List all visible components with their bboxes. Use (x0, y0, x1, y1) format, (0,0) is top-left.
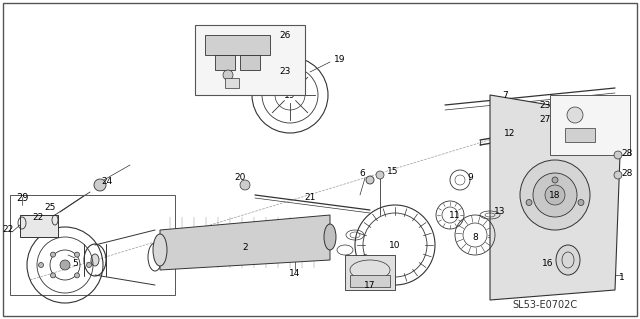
Bar (565, 128, 595, 142)
Text: 14: 14 (289, 269, 301, 278)
Text: 18: 18 (549, 190, 561, 199)
Text: 23: 23 (279, 68, 291, 77)
Text: 24: 24 (101, 177, 113, 187)
Text: 17: 17 (364, 280, 376, 290)
Text: 10: 10 (389, 241, 401, 249)
Text: SL53-E0702C: SL53-E0702C (513, 300, 577, 310)
Bar (195, 25, 305, 95)
Circle shape (526, 199, 532, 205)
Circle shape (223, 70, 233, 80)
Polygon shape (215, 55, 235, 70)
Circle shape (520, 160, 590, 230)
Circle shape (567, 107, 583, 123)
Text: 2: 2 (242, 243, 248, 253)
Circle shape (60, 260, 70, 270)
Circle shape (74, 252, 79, 257)
Polygon shape (205, 35, 270, 55)
Circle shape (552, 177, 558, 183)
Text: 25: 25 (44, 204, 56, 212)
Text: 12: 12 (504, 129, 516, 137)
Text: 22: 22 (33, 213, 44, 222)
Circle shape (94, 179, 106, 191)
Ellipse shape (153, 234, 167, 266)
Text: 19: 19 (334, 56, 346, 64)
Text: 16: 16 (542, 259, 554, 269)
Bar (20, 215, 58, 237)
Circle shape (533, 173, 577, 217)
Text: 26: 26 (279, 31, 291, 40)
Text: 28: 28 (621, 149, 633, 158)
Circle shape (578, 199, 584, 205)
Text: 28: 28 (621, 168, 633, 177)
Text: 15: 15 (387, 167, 399, 176)
Circle shape (545, 185, 565, 205)
Circle shape (86, 263, 92, 268)
Circle shape (376, 171, 384, 179)
Text: 5: 5 (72, 258, 78, 268)
Bar (225, 78, 239, 88)
Circle shape (614, 151, 622, 159)
Text: 23: 23 (540, 100, 550, 109)
Text: 1: 1 (619, 273, 625, 283)
Text: 6: 6 (359, 168, 365, 177)
Ellipse shape (324, 224, 336, 250)
Circle shape (38, 263, 44, 268)
Polygon shape (240, 55, 260, 70)
Circle shape (614, 171, 622, 179)
Ellipse shape (91, 254, 99, 266)
Bar (345, 255, 395, 290)
Text: 27: 27 (540, 115, 550, 124)
Polygon shape (490, 95, 620, 300)
Bar (350, 275, 390, 287)
Polygon shape (160, 215, 330, 270)
Text: 8: 8 (472, 234, 478, 242)
Text: 7: 7 (502, 91, 508, 100)
Text: 13: 13 (494, 206, 506, 216)
Text: 20: 20 (234, 174, 246, 182)
Text: 9: 9 (467, 174, 473, 182)
Circle shape (51, 252, 56, 257)
Text: 19: 19 (284, 91, 296, 100)
Bar (550, 95, 630, 155)
Circle shape (240, 180, 250, 190)
Text: 21: 21 (304, 192, 316, 202)
Ellipse shape (556, 245, 580, 275)
Circle shape (51, 273, 56, 278)
Circle shape (74, 273, 79, 278)
Text: 11: 11 (449, 211, 461, 219)
Text: 22: 22 (3, 226, 13, 234)
Circle shape (366, 176, 374, 184)
Text: 29: 29 (16, 193, 28, 203)
